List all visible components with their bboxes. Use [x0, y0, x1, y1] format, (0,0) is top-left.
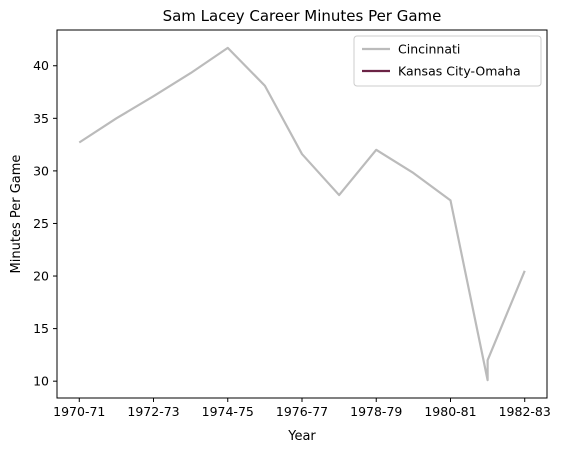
chart-title: Sam Lacey Career Minutes Per Game	[163, 7, 442, 25]
y-tick-label: 30	[33, 163, 49, 178]
x-axis-label: Year	[287, 429, 316, 444]
y-tick-label: 15	[33, 321, 49, 336]
legend-entry: Cincinnati	[398, 42, 460, 57]
legend-box	[353, 35, 542, 87]
x-tick-label: 1976-77	[276, 404, 328, 419]
x-tick-label: 1970-71	[53, 404, 105, 419]
x-tick-label: 1972-73	[127, 404, 179, 419]
y-tick-label: 25	[33, 216, 49, 231]
y-tick-label: 35	[33, 111, 49, 126]
y-tick-label: 20	[33, 269, 49, 284]
x-tick-label: 1974-75	[202, 404, 254, 419]
y-tick-label: 10	[33, 374, 49, 389]
x-tick-label: 1980-81	[424, 404, 476, 419]
x-tick-label: 1982-83	[499, 404, 551, 419]
legend-entry: Kansas City-Omaha	[398, 64, 521, 79]
series-line-0	[78, 46, 526, 382]
y-tick-label: 40	[33, 58, 49, 73]
x-tick-label: 1978-79	[350, 404, 402, 419]
y-axis-label: Minutes Per Game	[9, 155, 24, 274]
